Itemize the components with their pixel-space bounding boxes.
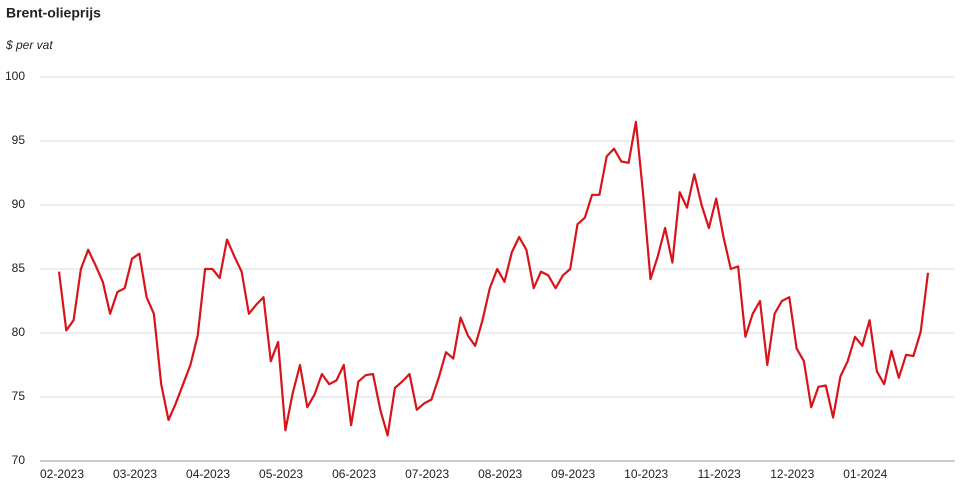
x-tick-label: 05-2023 — [259, 467, 303, 481]
chart-subtitle: $ per vat — [5, 38, 53, 52]
x-tick-label: 03-2023 — [113, 467, 157, 481]
y-tick-label: 85 — [12, 261, 26, 275]
x-tick-label: 06-2023 — [332, 467, 376, 481]
x-tick-label: 04-2023 — [186, 467, 230, 481]
x-tick-label: 01-2024 — [843, 467, 887, 481]
chart-title: Brent-olieprijs — [6, 5, 101, 21]
x-tick-label: 11-2023 — [698, 467, 741, 481]
x-tick-label: 07-2023 — [405, 467, 449, 481]
y-tick-label: 70 — [12, 453, 26, 467]
y-tick-label: 95 — [12, 133, 26, 147]
x-tick-label: 02-2023 — [40, 467, 84, 481]
y-tick-label: 90 — [12, 197, 26, 211]
y-tick-label: 75 — [12, 389, 26, 403]
y-tick-label: 80 — [12, 325, 26, 339]
price-line — [57, 120, 930, 437]
x-tick-label: 09-2023 — [551, 467, 595, 481]
x-tick-label: 12-2023 — [770, 467, 814, 481]
y-tick-label: 100 — [5, 69, 25, 83]
x-tick-label: 10-2023 — [624, 467, 668, 481]
x-tick-label: 08-2023 — [478, 467, 522, 481]
